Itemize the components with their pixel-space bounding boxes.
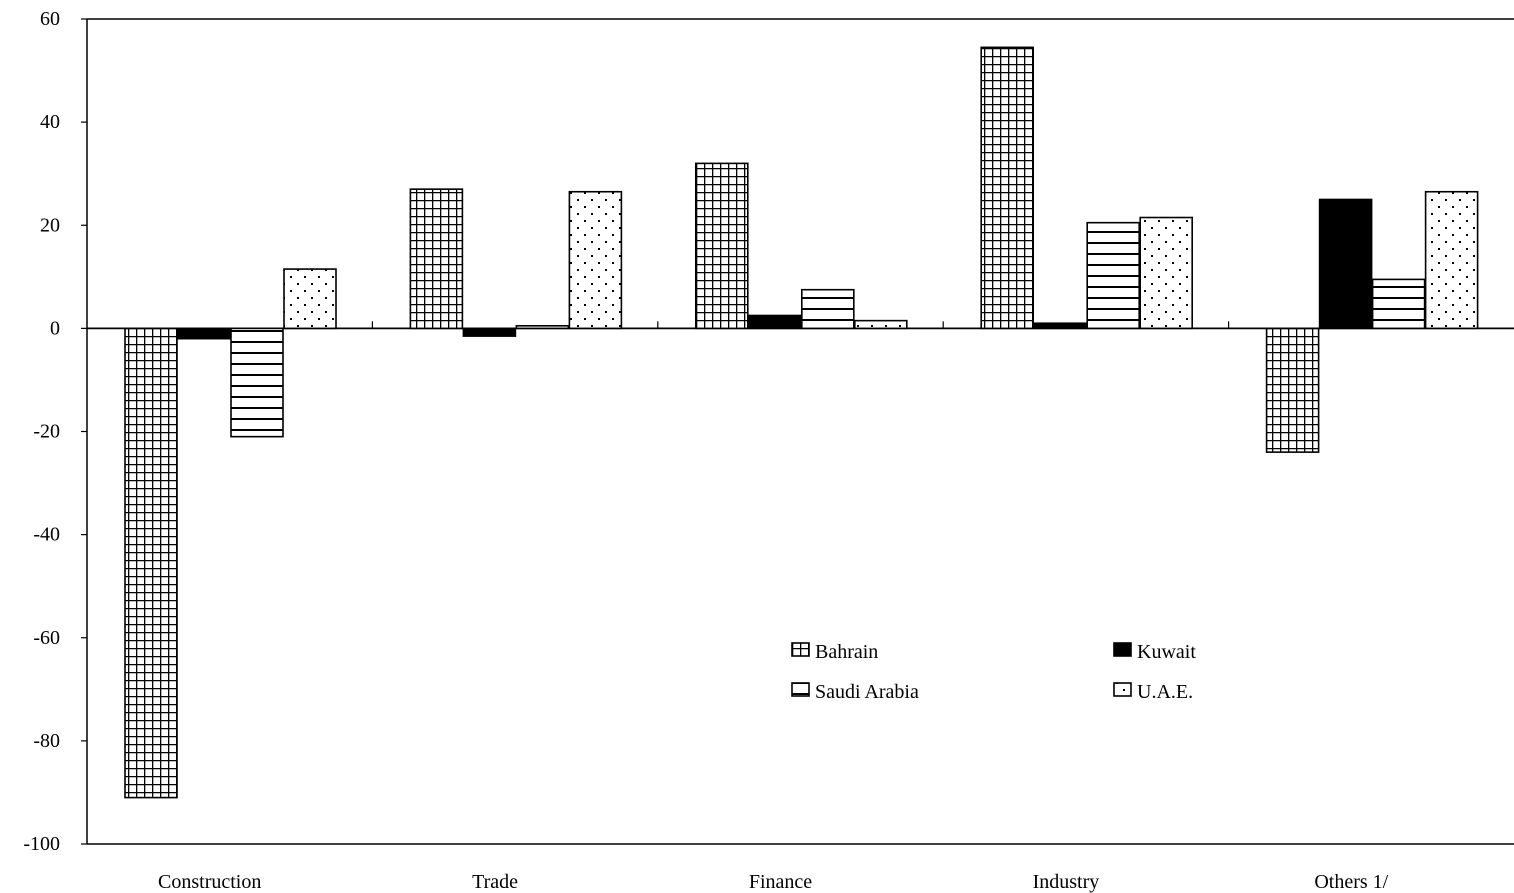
x-tick-label: Construction <box>158 871 261 893</box>
legend-label: U.A.E. <box>1137 681 1193 703</box>
legend-swatch <box>1113 642 1132 657</box>
y-tick-label: -80 <box>33 730 60 752</box>
bar <box>1086 221 1140 330</box>
x-tick-label: Finance <box>749 871 812 893</box>
y-tick-label: 40 <box>40 111 60 133</box>
bar <box>283 268 337 330</box>
x-tick-label: Industry <box>1033 871 1100 893</box>
bar <box>230 327 284 438</box>
bar <box>462 327 517 337</box>
x-tick-label: Trade <box>472 871 518 893</box>
bar <box>568 190 623 330</box>
y-tick-label: -20 <box>33 421 60 443</box>
legend-label: Bahrain <box>815 641 878 663</box>
legend-label: Kuwait <box>1137 641 1196 663</box>
x-tick-label: Others 1/ <box>1314 871 1388 893</box>
y-axis: 60 40 20 0 -20 -40 -60 -80 -100 <box>23 8 87 855</box>
legend-swatch <box>791 642 810 657</box>
bar <box>1139 216 1193 330</box>
bar <box>747 314 802 330</box>
bar <box>694 162 749 330</box>
bar <box>1371 278 1426 330</box>
legend: Bahrain Kuwait Saudi Arabia U.A.E. <box>791 641 1196 703</box>
bar <box>1318 198 1373 330</box>
bar <box>409 188 464 330</box>
legend-swatch <box>791 682 810 697</box>
bar <box>515 324 570 330</box>
y-tick-label: -100 <box>23 833 60 855</box>
bar <box>124 327 178 799</box>
legend-swatch <box>1113 682 1132 697</box>
bar <box>980 46 1035 330</box>
y-tick-label: 60 <box>40 8 60 30</box>
bar <box>1265 327 1320 453</box>
y-tick-label: -40 <box>33 524 60 546</box>
bar <box>177 327 231 340</box>
bar <box>1424 190 1479 330</box>
legend-label: Saudi Arabia <box>815 681 919 703</box>
y-tick-label: -60 <box>33 627 60 649</box>
y-tick-label: 20 <box>40 214 60 236</box>
bar <box>800 288 855 330</box>
bars <box>124 46 1479 799</box>
y-tick-label: 0 <box>50 317 60 339</box>
bar <box>1033 322 1087 330</box>
bar <box>853 319 908 330</box>
